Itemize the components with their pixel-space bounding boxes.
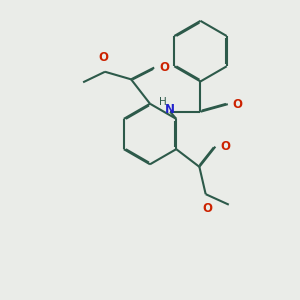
Text: O: O [159, 61, 169, 74]
Text: O: O [98, 51, 108, 64]
Text: O: O [203, 202, 213, 215]
Text: O: O [220, 140, 230, 153]
Text: H: H [159, 98, 167, 107]
Text: O: O [233, 98, 243, 111]
Text: N: N [165, 103, 175, 116]
